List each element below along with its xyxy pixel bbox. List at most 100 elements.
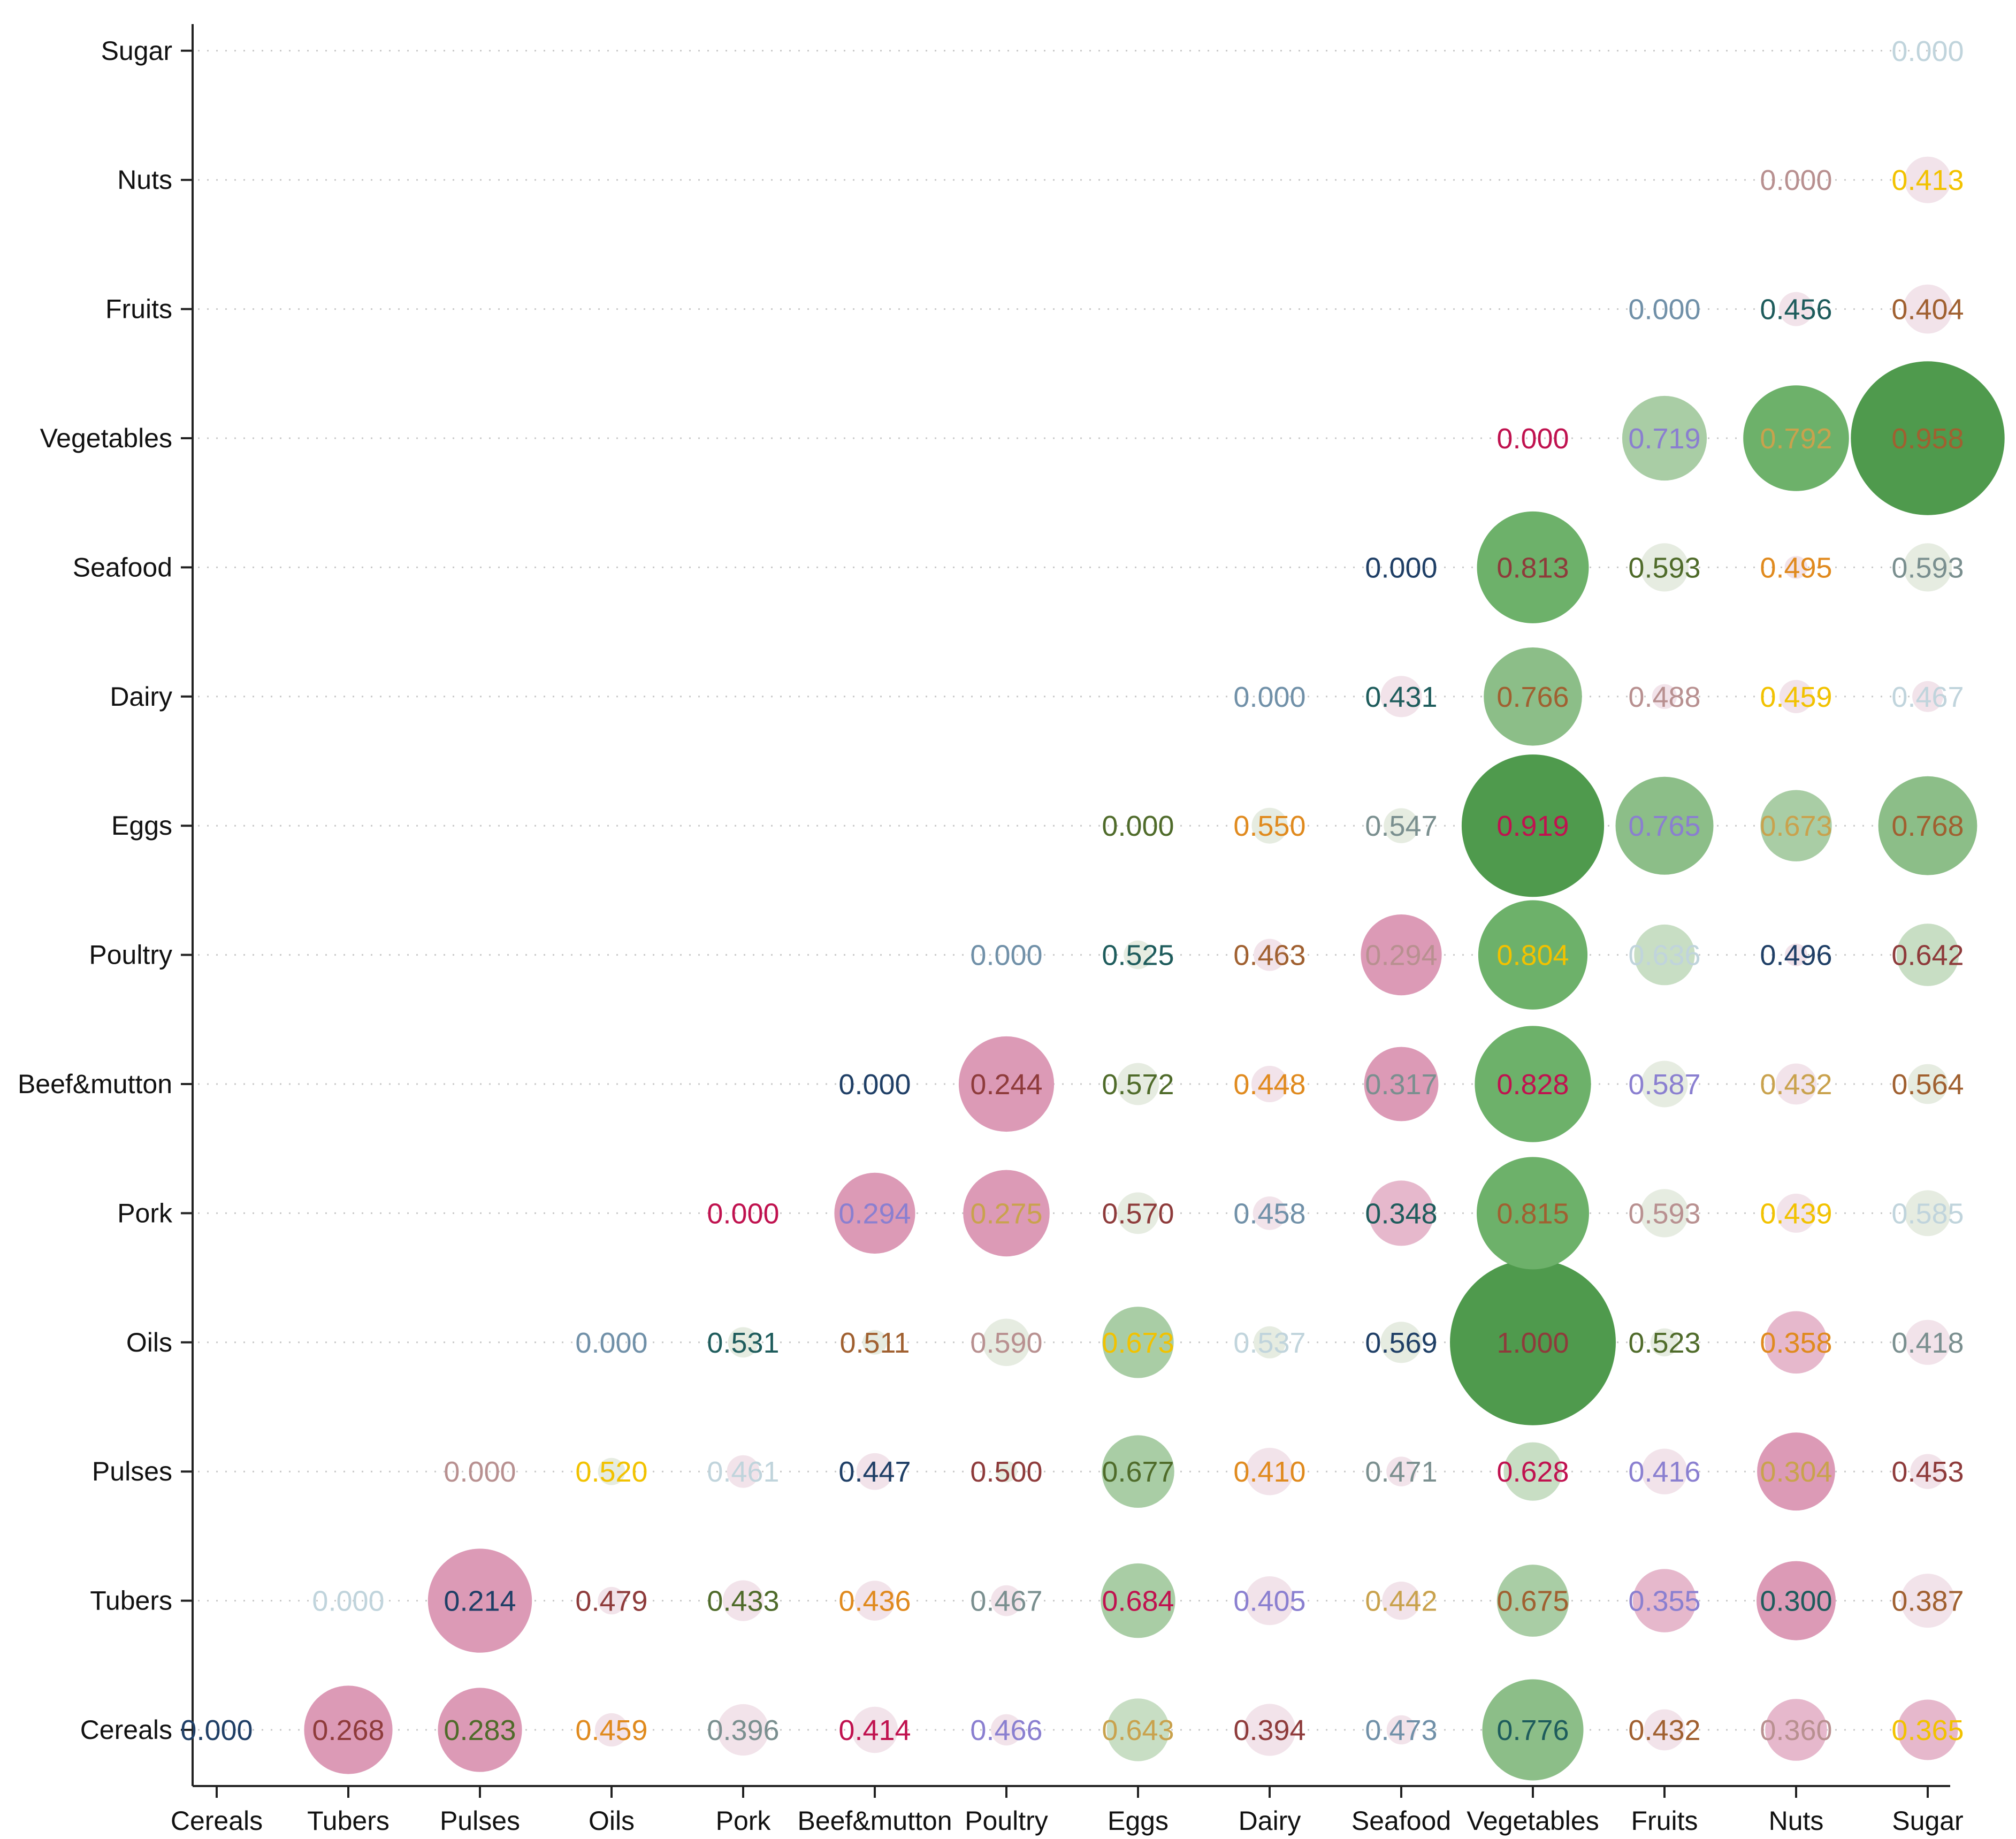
cell-pork-vegetables-label: 0.815 [1496, 1197, 1569, 1230]
cell-tubers-tubers-label: 0.000 [312, 1585, 384, 1617]
cell-fruits-sugar-label: 0.404 [1891, 294, 1964, 326]
cell-pulses-oils-bubble [598, 1458, 625, 1485]
cell-cereals-beef-and-mutton-bubble [851, 1706, 898, 1753]
cell-tubers-dairy-bubble [1245, 1576, 1294, 1626]
cell-cereals-fruits-label: 0.432 [1628, 1714, 1700, 1746]
cell-poultry-seafood-bubble [1361, 914, 1442, 996]
cell-beef-and-mutton-dairy-bubble [1251, 1066, 1288, 1102]
cell-pulses-fruits-bubble [1641, 1448, 1687, 1494]
cell-vegetables-sugar-bubble [1851, 361, 2005, 515]
y-tick-label-beef-and-mutton: Beef&mutton [18, 1069, 172, 1099]
cell-pulses-seafood-bubble [1386, 1456, 1416, 1486]
cell-beef-and-mutton-nuts-label: 0.432 [1760, 1069, 1832, 1101]
cell-cereals-pork-bubble [717, 1704, 769, 1756]
cell-oils-fruits-label: 0.523 [1628, 1327, 1700, 1359]
cell-nuts-nuts-label: 0.000 [1760, 164, 1832, 196]
cell-seafood-nuts-bubble [1784, 556, 1808, 579]
cell-tubers-pulses-bubble [427, 1548, 532, 1653]
cell-eggs-seafood-label: 0.547 [1365, 810, 1437, 842]
cell-cereals-oils-label: 0.459 [575, 1714, 647, 1746]
cell-beef-and-mutton-seafood-bubble [1364, 1047, 1439, 1121]
y-tick-label-nuts: Nuts [117, 165, 172, 195]
cell-fruits-sugar-bubble [1903, 284, 1952, 334]
cell-dairy-dairy-label: 0.000 [1233, 681, 1305, 713]
bubbles [304, 156, 2005, 1781]
value-labels: 0.000 0.268 0.283 0.459 0.396 0.414 0.466 0.643… [180, 35, 1964, 1746]
cell-eggs-eggs-label: 0.000 [1102, 810, 1174, 842]
cell-tubers-seafood-bubble [1382, 1581, 1421, 1620]
cell-dairy-nuts-bubble [1779, 680, 1813, 713]
cell-cereals-dairy-label: 0.394 [1233, 1714, 1305, 1746]
cell-tubers-sugar-bubble [1900, 1574, 1955, 1628]
cell-pork-sugar-label: 0.585 [1891, 1197, 1964, 1230]
x-tick-label-cereals: Cereals [171, 1806, 263, 1836]
cell-oils-vegetables-bubble [1450, 1259, 1616, 1425]
cell-poultry-eggs-label: 0.525 [1102, 940, 1174, 972]
cell-oils-seafood-label: 0.569 [1365, 1327, 1437, 1359]
cell-cereals-nuts-bubble [1765, 1699, 1827, 1761]
cell-tubers-pork-bubble [722, 1580, 764, 1621]
cell-vegetables-fruits-bubble [1622, 395, 1707, 481]
cell-cereals-pulses-bubble [438, 1688, 522, 1772]
cell-pulses-vegetables-label: 0.628 [1496, 1456, 1569, 1488]
cell-poultry-vegetables-bubble [1478, 900, 1588, 1010]
cell-cereals-vegetables-label: 0.776 [1496, 1714, 1569, 1746]
cell-oils-sugar-bubble [1905, 1319, 1951, 1365]
y-tick-label-pork: Pork [117, 1198, 173, 1228]
cell-beef-and-mutton-eggs-label: 0.572 [1102, 1069, 1174, 1101]
x-tick-label-nuts: Nuts [1769, 1806, 1824, 1836]
cell-oils-pork-label: 0.531 [707, 1327, 779, 1359]
cell-beef-and-mutton-seafood-label: 0.317 [1365, 1069, 1437, 1101]
cell-eggs-fruits-bubble [1615, 776, 1714, 875]
y-tick-label-fruits: Fruits [105, 294, 172, 324]
x-tick-label-sugar: Sugar [1892, 1806, 1963, 1836]
cell-dairy-fruits-label: 0.488 [1628, 681, 1700, 713]
cell-cereals-tubers-label: 0.268 [312, 1714, 384, 1746]
cell-cereals-eggs-label: 0.643 [1102, 1714, 1174, 1746]
cell-vegetables-sugar-label: 0.958 [1891, 423, 1964, 455]
cell-pulses-pork-label: 0.461 [707, 1456, 779, 1488]
cell-oils-eggs-label: 0.673 [1102, 1327, 1174, 1359]
cell-nuts-sugar-bubble [1904, 156, 1951, 203]
cell-vegetables-fruits-label: 0.719 [1628, 423, 1700, 455]
cell-pulses-nuts-label: 0.304 [1760, 1456, 1832, 1488]
cell-oils-seafood-bubble [1380, 1322, 1422, 1363]
cell-tubers-poultry-bubble [991, 1585, 1022, 1616]
cell-cereals-poultry-label: 0.466 [970, 1714, 1042, 1746]
cell-pork-poultry-bubble [963, 1170, 1050, 1257]
cell-eggs-dairy-bubble [1251, 807, 1288, 844]
cell-pulses-seafood-label: 0.471 [1365, 1456, 1437, 1488]
cell-tubers-sugar-label: 0.387 [1891, 1585, 1964, 1617]
cell-pulses-pulses-label: 0.000 [444, 1456, 516, 1488]
cell-pork-eggs-label: 0.570 [1102, 1197, 1174, 1230]
cell-pulses-beef-and-mutton-label: 0.447 [838, 1456, 911, 1488]
cell-poultry-dairy-label: 0.463 [1233, 940, 1305, 972]
y-tick-label-vegetables: Vegetables [40, 423, 172, 453]
cell-dairy-nuts-label: 0.459 [1760, 681, 1832, 713]
cell-pork-eggs-bubble [1117, 1192, 1159, 1234]
cell-tubers-pulses-label: 0.214 [444, 1585, 516, 1617]
cell-seafood-seafood-label: 0.000 [1365, 552, 1437, 584]
cell-pork-nuts-label: 0.439 [1760, 1197, 1832, 1230]
cell-pork-poultry-label: 0.275 [970, 1197, 1042, 1230]
y-tick-label-sugar: Sugar [101, 36, 172, 66]
y-tick-label-dairy: Dairy [110, 682, 172, 712]
cell-fruits-nuts-bubble [1779, 292, 1813, 326]
cell-poultry-seafood-label: 0.294 [1365, 940, 1437, 972]
gridlines [198, 50, 1950, 1731]
cell-pulses-eggs-bubble [1102, 1435, 1174, 1508]
x-tick-label-fruits: Fruits [1631, 1806, 1698, 1836]
cell-pork-seafood-bubble [1369, 1180, 1434, 1246]
cell-seafood-fruits-label: 0.593 [1628, 552, 1700, 584]
cell-cereals-nuts-label: 0.360 [1760, 1714, 1832, 1746]
cell-poultry-vegetables-label: 0.804 [1496, 940, 1569, 972]
cell-cereals-poultry-bubble [990, 1714, 1022, 1746]
cell-pork-pork-label: 0.000 [707, 1197, 779, 1230]
cell-dairy-vegetables-bubble [1484, 647, 1582, 746]
cell-oils-nuts-label: 0.358 [1760, 1327, 1832, 1359]
cell-tubers-oils-label: 0.479 [575, 1585, 647, 1617]
cell-pulses-poultry-label: 0.500 [970, 1456, 1042, 1488]
cell-tubers-seafood-label: 0.442 [1365, 1585, 1437, 1617]
cell-tubers-dairy-label: 0.405 [1233, 1585, 1305, 1617]
